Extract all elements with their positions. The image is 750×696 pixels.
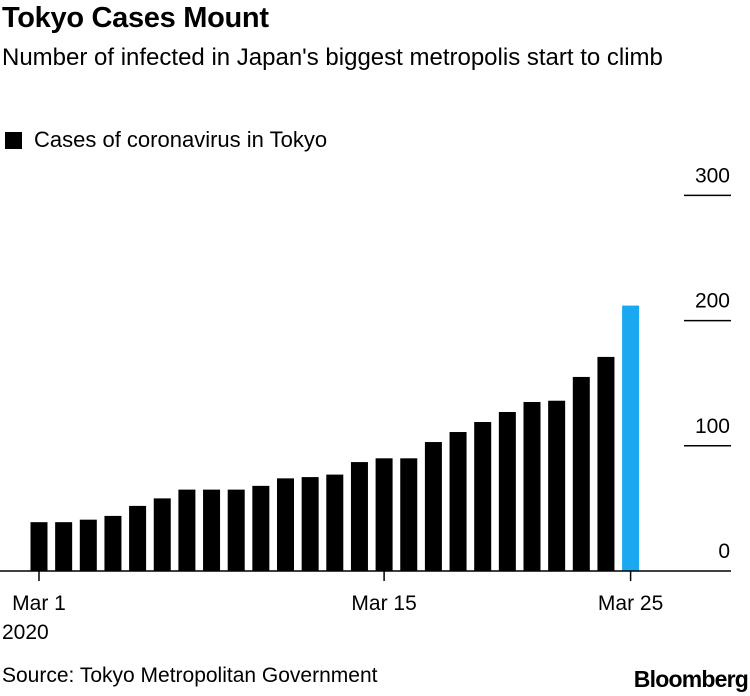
- bar-mar-3: [79, 519, 97, 571]
- x-tick-label: Mar 1: [12, 592, 66, 615]
- chart-subtitle: Number of infected in Japan's biggest me…: [2, 44, 663, 71]
- bar-mar-5: [129, 505, 147, 571]
- bar-mar-16: [400, 458, 418, 571]
- bar-mar-2: [55, 522, 73, 571]
- x-tick-sublabel: 2020: [2, 621, 49, 644]
- bar-mar-11: [277, 478, 294, 571]
- bar-chart: 0 100 200 300 Mar 1 2020 Mar 15 Mar 25: [0, 164, 731, 644]
- x-tick-label: Mar 15: [351, 592, 416, 615]
- bar-mar-13: [326, 474, 344, 571]
- bar-mar-21: [523, 401, 541, 571]
- y-axis: 0 100 200 300: [684, 164, 731, 563]
- y-tick-label-100: 100: [695, 415, 730, 438]
- chart-title: Tokyo Cases Mount: [2, 2, 269, 34]
- x-axis: Mar 1 2020 Mar 15 Mar 25: [2, 571, 663, 644]
- bloomberg-logo: Bloomberg: [633, 666, 749, 692]
- y-tick-label-0: 0: [718, 540, 730, 563]
- bar-mar-24: [597, 356, 615, 571]
- legend-label: Cases of coronavirus in Tokyo: [34, 127, 328, 152]
- legend-swatch: [5, 131, 22, 149]
- bar-mar-20: [498, 411, 516, 571]
- bar-mar-10: [252, 485, 270, 571]
- bar-mar-14: [350, 462, 368, 571]
- bar-mar-23: [572, 376, 590, 571]
- bar-mar-9: [227, 489, 245, 571]
- legend: Cases of coronavirus in Tokyo: [5, 127, 327, 153]
- bars: [30, 305, 640, 571]
- bar-mar-19: [474, 422, 492, 571]
- bar-mar-8: [203, 489, 221, 571]
- bar-mar-6: [153, 498, 171, 571]
- bar-mar-25: [622, 305, 640, 571]
- bar-mar-1: [30, 522, 48, 571]
- bar-mar-18: [449, 432, 467, 571]
- source-note: Source: Tokyo Metropolitan Government: [2, 664, 378, 687]
- bar-mar-7: [178, 489, 196, 571]
- bar-mar-12: [301, 477, 319, 571]
- bar-mar-17: [424, 442, 442, 571]
- y-tick-label-300: 300: [695, 164, 730, 187]
- bar-mar-4: [104, 515, 122, 571]
- bar-mar-22: [548, 400, 566, 571]
- bar-mar-15: [375, 458, 393, 571]
- y-tick-label-200: 200: [695, 290, 730, 313]
- x-tick-label: Mar 25: [598, 592, 663, 615]
